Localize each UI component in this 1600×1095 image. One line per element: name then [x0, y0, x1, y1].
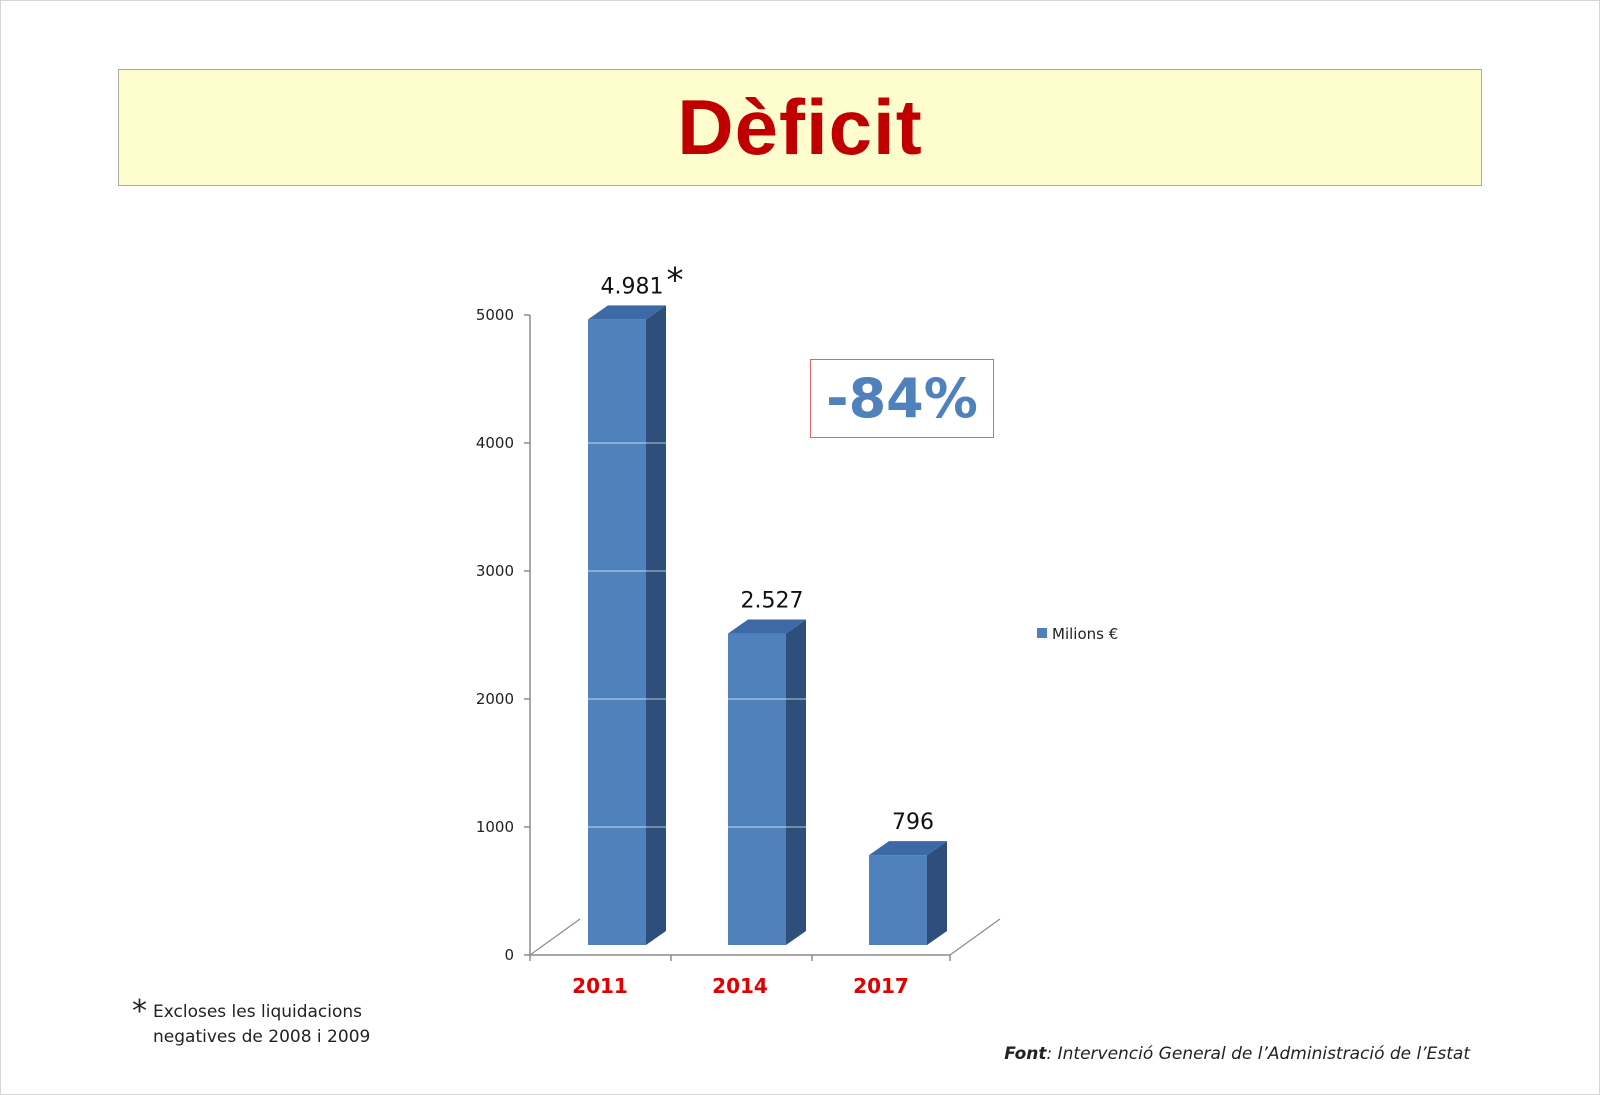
bar-top-2014 [728, 619, 806, 634]
legend-label: Milions € [1052, 625, 1118, 643]
category-label-2017: 2017 [853, 974, 909, 998]
footnote-line-2: negatives de 2008 i 2009 [153, 1027, 371, 1047]
y-tick-label: 0 [504, 946, 514, 964]
bar-front-2014 [728, 633, 786, 945]
floor-left-edge [529, 918, 581, 956]
bar-top-2011 [588, 305, 666, 320]
data-label-2011: 4.981 [601, 274, 664, 299]
bar-front-2011 [588, 319, 646, 945]
y-tick-label: 5000 [476, 306, 514, 324]
data-label-2014: 2.527 [741, 589, 804, 614]
footnote-asterisk-icon: * [132, 994, 147, 1029]
bar-side-2014 [786, 619, 806, 945]
bar-side-2017 [927, 841, 947, 945]
footnote-line-1: Excloses les liquidacions [153, 1002, 363, 1022]
y-tick-label: 3000 [476, 562, 514, 580]
page-title: Dèficit [677, 83, 923, 171]
y-tick-label: 2000 [476, 690, 514, 708]
data-label-2017: 796 [892, 810, 934, 835]
source-label: Font [1004, 1044, 1047, 1064]
footnote: * Excloses les liquidacions negatives de… [132, 994, 371, 1050]
bar-side-2011 [646, 305, 666, 945]
bar-top-2017 [869, 841, 947, 856]
y-tick-label: 4000 [476, 434, 514, 452]
category-label-2014: 2014 [712, 974, 768, 998]
change-percentage: -84% [826, 367, 978, 430]
y-tick-label: 1000 [476, 818, 514, 836]
legend-swatch [1037, 628, 1047, 638]
change-callout-box: -84% [810, 359, 994, 438]
source-note: Font: Intervenció General de l’Administr… [1004, 1044, 1470, 1064]
title-banner: Dèficit [118, 69, 1482, 186]
asterisk-icon: * [667, 260, 684, 300]
floor-right-edge [949, 918, 1001, 956]
bar-front-2017 [869, 855, 927, 945]
category-label-2011: 2011 [572, 974, 628, 998]
source-text: : Intervenció General de l’Administració… [1046, 1044, 1470, 1064]
